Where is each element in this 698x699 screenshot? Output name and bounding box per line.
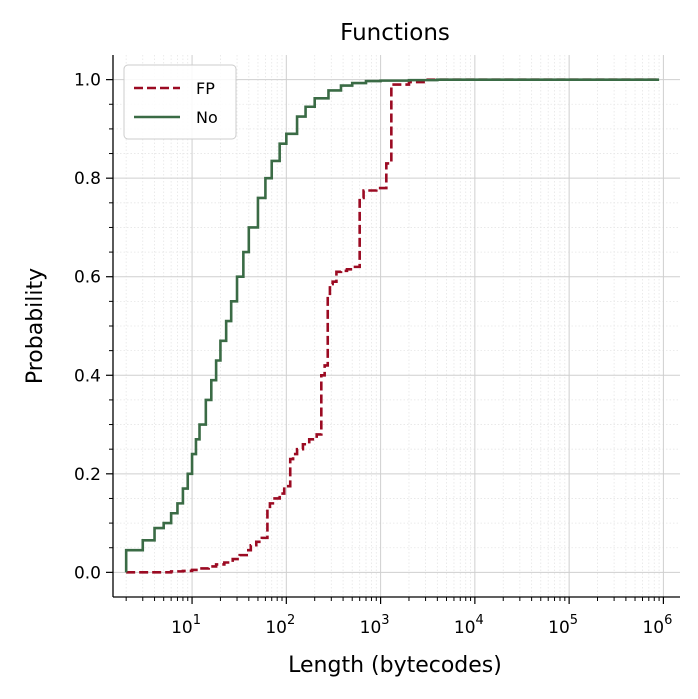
- x-tick-label: 102: [265, 613, 295, 638]
- x-tick-label: 106: [642, 613, 672, 638]
- minor-gridlines: [113, 55, 680, 597]
- x-tick-label: 103: [360, 613, 390, 638]
- x-axis-label: Length (bytecodes): [288, 653, 502, 678]
- y-tick-label: 0.0: [74, 563, 101, 583]
- chart-title: Functions: [340, 20, 450, 46]
- y-tick-label: 0.6: [74, 268, 101, 288]
- x-tick-label: 105: [548, 613, 578, 638]
- y-tick-label: 1.0: [74, 71, 101, 91]
- legend-label-no: No: [196, 108, 218, 127]
- y-tick-label: 0.2: [74, 465, 101, 485]
- x-tick-label: 104: [454, 613, 484, 638]
- x-tick-label: 101: [171, 613, 201, 638]
- series-line-fp: [126, 78, 660, 574]
- legend-label-fp: FP: [196, 79, 215, 98]
- y-tick-label: 0.4: [74, 366, 101, 386]
- legend-frame: [123, 64, 237, 140]
- y-tick-label: 0.8: [74, 169, 101, 189]
- legend: FP No: [123, 64, 237, 140]
- series-layer: [124, 78, 660, 574]
- y-axis-label: Probability: [23, 268, 48, 384]
- series-line-no: [124, 78, 660, 573]
